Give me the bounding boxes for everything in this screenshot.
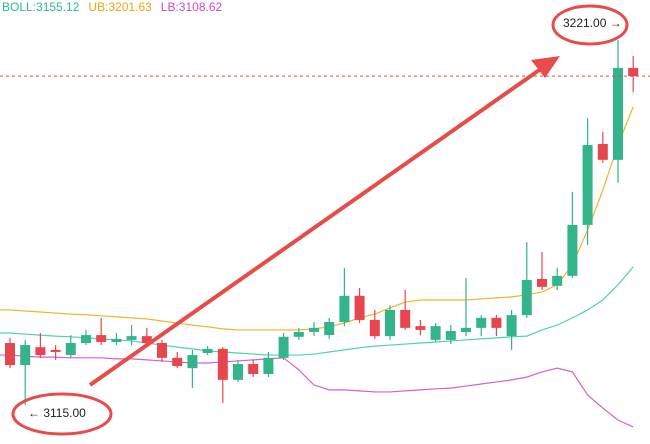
candle-body bbox=[5, 343, 15, 366]
candle-body bbox=[309, 327, 319, 332]
legend: BOLL:3155.12 UB:3201.63 LB:3108.62 bbox=[2, 0, 223, 14]
candle-body bbox=[628, 67, 639, 77]
candle-body bbox=[126, 336, 137, 340]
candle-body bbox=[369, 319, 380, 337]
candle-body bbox=[248, 364, 259, 375]
candle-body bbox=[354, 295, 365, 320]
candle-body bbox=[111, 338, 122, 342]
candle-body bbox=[445, 330, 456, 340]
candle-body bbox=[157, 343, 167, 358]
candle-body bbox=[597, 143, 608, 160]
low-annotation: ← 3115.00 bbox=[28, 406, 86, 420]
candle-body bbox=[537, 278, 547, 287]
legend-label: LB:3108.62 bbox=[161, 0, 223, 14]
band-line bbox=[0, 354, 634, 428]
arrow-head bbox=[531, 56, 560, 78]
candle-body bbox=[81, 335, 91, 344]
candle-body bbox=[430, 326, 441, 340]
candle-body bbox=[172, 357, 183, 367]
candle-body bbox=[385, 309, 395, 337]
candle-body bbox=[567, 224, 578, 276]
candle-body bbox=[324, 322, 335, 336]
candle-body bbox=[217, 348, 228, 380]
candle-body bbox=[50, 349, 61, 352]
plot bbox=[0, 40, 650, 428]
candle-body bbox=[35, 347, 46, 356]
candle-body bbox=[187, 355, 198, 369]
arrow-shaft bbox=[88, 64, 547, 387]
legend-label: BOLL:3155.12 bbox=[2, 0, 80, 14]
candle-body bbox=[400, 309, 411, 328]
candle-body bbox=[552, 275, 563, 286]
candle-body bbox=[141, 336, 152, 344]
high-annotation: 3221.00 → bbox=[563, 16, 622, 30]
candle-body bbox=[233, 364, 243, 380]
candle-body bbox=[278, 336, 289, 358]
candle-body bbox=[20, 345, 31, 366]
candle-body bbox=[96, 335, 107, 342]
candle-body bbox=[339, 295, 350, 323]
low-circle bbox=[11, 392, 113, 436]
high-circle bbox=[551, 4, 629, 46]
band-line bbox=[0, 106, 634, 331]
candle-body bbox=[461, 327, 471, 332]
legend-label: UB:3201.63 bbox=[88, 0, 152, 14]
candle-body bbox=[263, 357, 274, 375]
candle-body bbox=[582, 145, 593, 225]
candle-body bbox=[506, 315, 517, 337]
candle-body bbox=[293, 332, 304, 337]
candle-body bbox=[476, 317, 487, 328]
candle-body bbox=[613, 67, 623, 160]
candle-body bbox=[521, 280, 532, 316]
candle-body bbox=[65, 343, 76, 356]
candle-body bbox=[202, 348, 213, 354]
candle-body bbox=[415, 326, 426, 330]
candle-body bbox=[491, 317, 502, 328]
